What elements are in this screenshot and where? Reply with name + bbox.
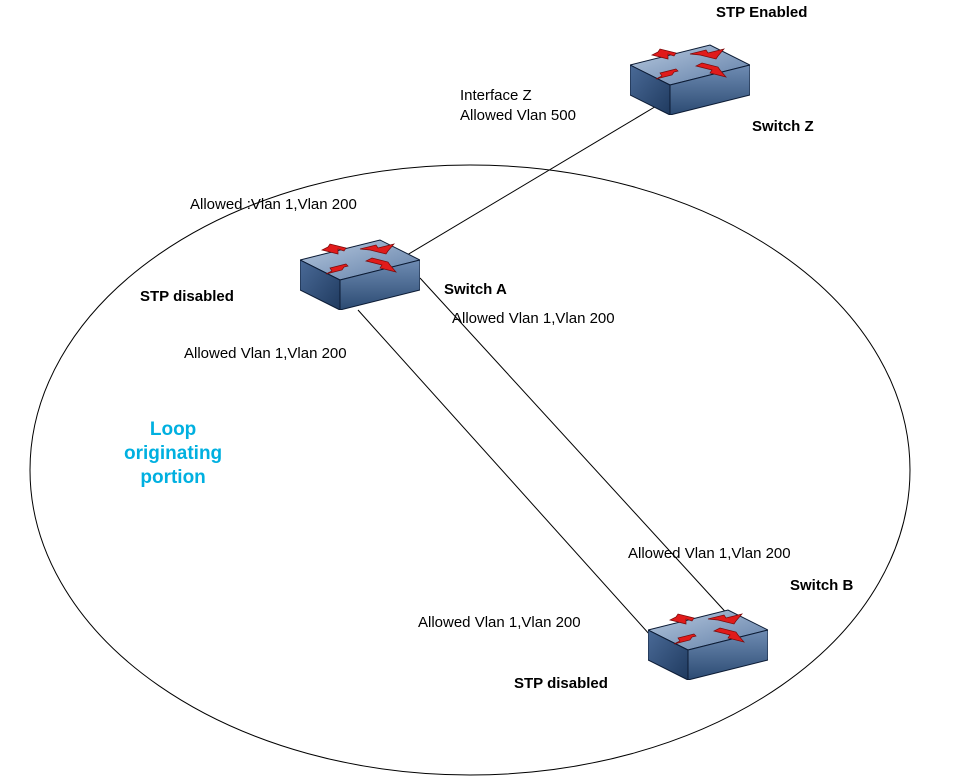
interface-z-label: Interface Z bbox=[460, 87, 532, 104]
edge-a-b-left bbox=[358, 310, 668, 655]
allowed-vlan-a-left-label: Allowed Vlan 1,Vlan 200 bbox=[184, 345, 347, 362]
stp-disabled-a-label: STP disabled bbox=[140, 288, 234, 305]
edge-a-b-right bbox=[420, 278, 742, 630]
allowed-vlan-b-left-label: Allowed Vlan 1,Vlan 200 bbox=[418, 614, 581, 631]
switch-a-label: Switch A bbox=[444, 281, 507, 298]
loop-line3: portion bbox=[140, 467, 205, 488]
switch-a-icon bbox=[300, 230, 420, 310]
switch-b-icon bbox=[648, 600, 768, 680]
allowed-vlan-b-top-label: Allowed Vlan 1,Vlan 200 bbox=[628, 545, 791, 562]
edge-z-a bbox=[402, 105, 658, 258]
allowed-vlan-a-right-label: Allowed Vlan 1,Vlan 200 bbox=[452, 310, 615, 327]
allowed-vlan-500-label: Allowed Vlan 500 bbox=[460, 107, 576, 124]
switch-b-label: Switch B bbox=[790, 577, 853, 594]
stp-disabled-b-label: STP disabled bbox=[514, 675, 608, 692]
switch-z-icon bbox=[630, 35, 750, 115]
stp-enabled-label: STP Enabled bbox=[716, 4, 807, 21]
loop-originating-label: Loop originating portion bbox=[124, 418, 222, 489]
switch-z-label: Switch Z bbox=[752, 118, 814, 135]
allowed-vlan-a-top-label: Allowed :Vlan 1,Vlan 200 bbox=[190, 196, 357, 213]
loop-line1: Loop bbox=[150, 419, 196, 440]
loop-line2: originating bbox=[124, 443, 222, 464]
